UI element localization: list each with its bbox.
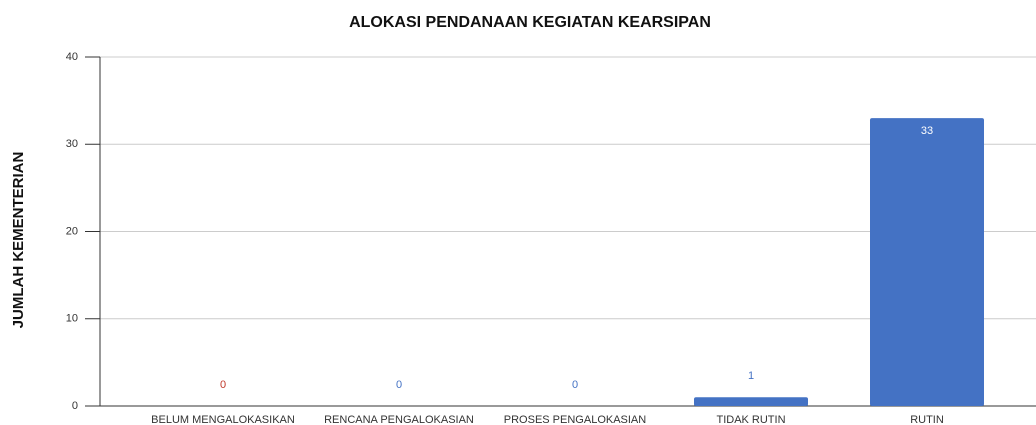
x-tick-label: PROSES PENGALOKASIAN bbox=[504, 414, 646, 425]
value-label: 33 bbox=[921, 125, 933, 137]
x-tick-label: RUTIN bbox=[910, 414, 944, 425]
value-label: 1 bbox=[748, 370, 754, 382]
value-label: 0 bbox=[572, 379, 578, 391]
chart-title: ALOKASI PENDANAAN KEGIATAN KEARSIPAN bbox=[349, 14, 711, 31]
x-tick-label: RENCANA PENGALOKASIAN bbox=[324, 414, 474, 425]
y-tick-label: 20 bbox=[66, 225, 78, 237]
y-axis-label: JUMLAH KEMENTERIAN bbox=[10, 152, 27, 329]
y-tick-label: 0 bbox=[72, 400, 78, 412]
x-tick-label: TIDAK RUTIN bbox=[716, 414, 785, 425]
value-label: 0 bbox=[396, 379, 402, 391]
y-tick-label: 10 bbox=[66, 313, 78, 325]
bar bbox=[870, 118, 984, 406]
value-label: 0 bbox=[220, 379, 226, 391]
y-tick-label: 40 bbox=[66, 51, 78, 63]
x-tick-label: BELUM MENGALOKASIKAN bbox=[151, 414, 295, 425]
y-tick-label: 30 bbox=[66, 138, 78, 150]
bar bbox=[694, 397, 808, 406]
